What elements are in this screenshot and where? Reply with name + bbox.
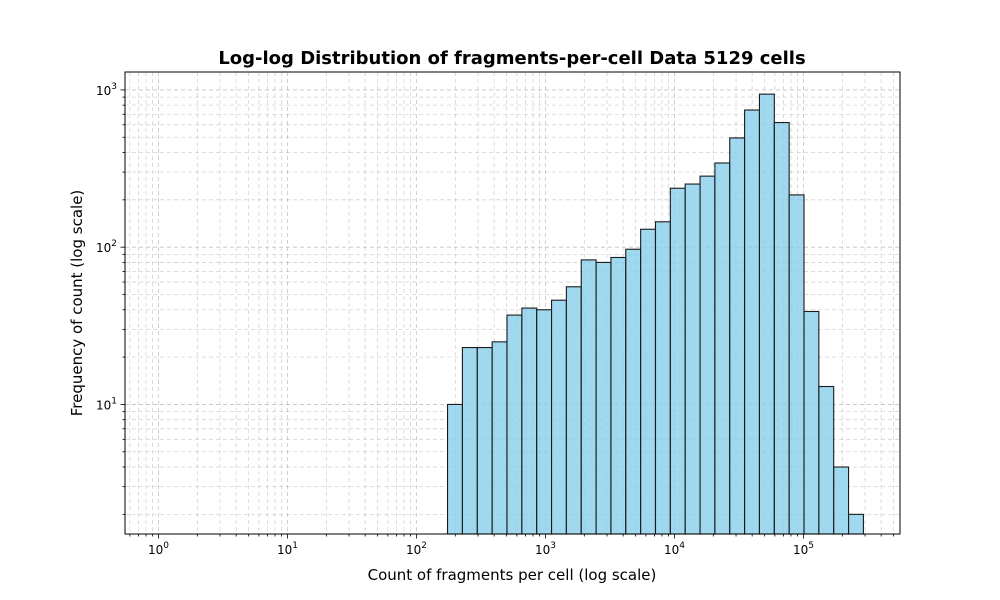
- histogram-bar: [640, 228, 657, 535]
- x-tick-label: 102: [406, 541, 427, 557]
- histogram-bar: [446, 403, 463, 535]
- y-tick-label: 101: [96, 396, 117, 412]
- histogram-bar: [848, 513, 864, 535]
- histogram-bar: [684, 183, 701, 535]
- y-tick-label: 102: [96, 239, 117, 255]
- histogram-bar: [654, 221, 671, 535]
- x-axis-label: Count of fragments per cell (log scale): [368, 566, 657, 584]
- histogram-bar: [550, 299, 567, 535]
- histogram-bar: [744, 109, 761, 535]
- histogram-bar: [565, 286, 582, 535]
- histogram-bar: [476, 346, 493, 535]
- histogram-bar: [788, 194, 805, 535]
- histogram-bar: [461, 346, 478, 535]
- x-tick-label: 104: [664, 541, 685, 557]
- histogram-bar: [536, 309, 553, 535]
- histogram-bar: [580, 259, 597, 535]
- histogram-bar: [595, 261, 612, 535]
- histogram-bar: [818, 385, 835, 535]
- histogram-bar: [669, 187, 686, 535]
- histogram-bar: [803, 310, 820, 535]
- histogram-bar: [729, 137, 746, 535]
- histogram-bar: [714, 162, 731, 535]
- x-tick-label: 105: [793, 541, 814, 557]
- x-tick-label: 101: [277, 541, 298, 557]
- histogram-bars: [446, 93, 864, 535]
- histogram-bar: [758, 93, 775, 535]
- histogram-bar: [491, 341, 508, 535]
- y-tick-label: 103: [96, 82, 117, 98]
- chart-title: Log-log Distribution of fragments-per-ce…: [218, 48, 805, 69]
- axis-ticks: 100 101 102 103 104 105 101 102 103: [96, 82, 895, 557]
- histogram-bar: [506, 314, 523, 535]
- histogram-bar: [833, 466, 850, 535]
- x-tick-label: 103: [535, 541, 556, 557]
- y-axis-label: Frequency of count (log scale): [68, 190, 86, 417]
- histogram-bar: [773, 122, 790, 535]
- histogram-bar: [625, 248, 642, 535]
- plot-frame: [124, 71, 901, 535]
- histogram-bar: [699, 175, 716, 535]
- histogram-bar: [610, 256, 627, 535]
- x-tick-label: 100: [148, 541, 169, 557]
- histogram-bar: [521, 307, 538, 535]
